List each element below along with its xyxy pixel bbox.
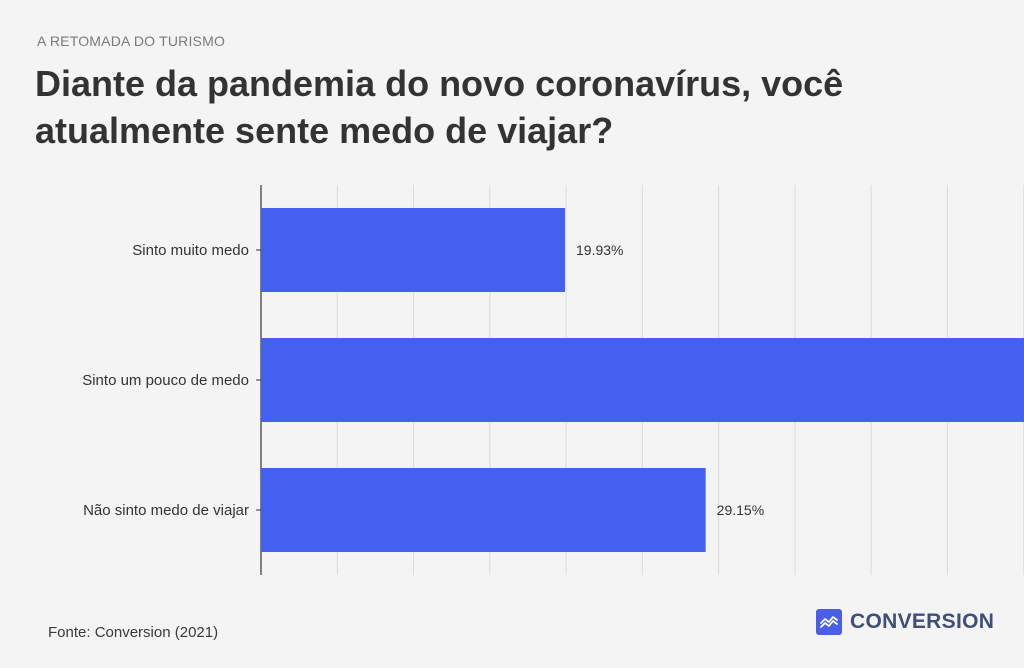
kicker: A RETOMADA DO TURISMO xyxy=(37,33,226,49)
data-label: 19.93% xyxy=(576,242,623,258)
chart-title: Diante da pandemia do novo coronavírus, … xyxy=(35,63,844,151)
brand-name: CONVERSION xyxy=(850,610,995,633)
source-note: Fonte: Conversion (2021) xyxy=(48,624,219,641)
category-label: Não sinto medo de viajar xyxy=(83,502,249,519)
category-label: Sinto um pouco de medo xyxy=(82,372,249,389)
brand-logo: CONVERSION xyxy=(816,609,994,635)
bar xyxy=(261,468,706,552)
chart-trend-icon xyxy=(816,609,842,635)
bar-chart: Sinto muito medo 19.93% Sinto um pouco de … xyxy=(82,185,1024,575)
data-label: 29.15% xyxy=(717,502,764,518)
bar xyxy=(261,208,566,292)
bar xyxy=(261,338,1024,422)
category-label: Sinto muito medo xyxy=(132,242,249,259)
